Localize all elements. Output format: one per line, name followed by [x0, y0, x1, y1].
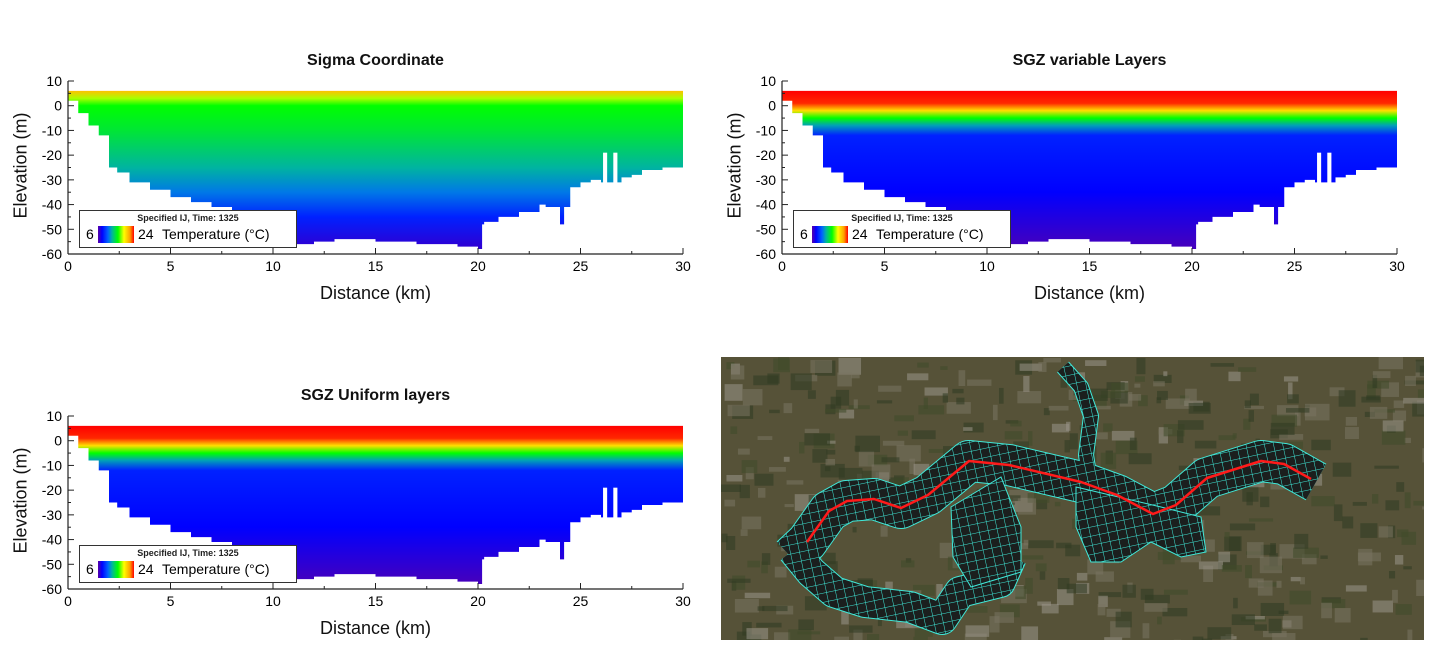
legend-quantity: Temperature (°C) — [162, 226, 270, 242]
x-tick-label: 20 — [470, 258, 486, 274]
temperature-field — [68, 425, 683, 585]
y-tick-label: -30 — [42, 172, 62, 188]
colorbar — [812, 226, 848, 243]
y-tick-label: 10 — [760, 73, 776, 89]
grid-cells — [781, 540, 1025, 634]
y-tick-label: 0 — [768, 98, 776, 114]
grid-cells — [1075, 486, 1207, 563]
x-tick-label: 5 — [881, 258, 889, 274]
y-tick-label: -50 — [42, 556, 62, 572]
plot-area: 0 5 10 15 20 25 30 10 0 -10 -20 -30 -40 -50 -60 — [756, 73, 1405, 274]
x-tick-label: 10 — [265, 258, 281, 274]
structure-gap — [1327, 152, 1332, 188]
legend-quantity: Temperature (°C) — [162, 561, 270, 577]
structure-gap — [613, 487, 618, 523]
y-tick-label: -10 — [756, 122, 776, 138]
y-tick-label: 10 — [46, 408, 62, 424]
x-tick-label: 20 — [1184, 258, 1200, 274]
legend-min: 6 — [800, 226, 808, 242]
y-tick-label: -60 — [42, 581, 62, 597]
plot-area: 0 5 10 15 20 25 30 10 0 -10 -20 -30 -40 -50 -60 — [42, 408, 691, 609]
grid-cells — [1057, 362, 1098, 489]
x-tick-label: 0 — [64, 593, 72, 609]
chart-sgz-variable-layers: 0 5 10 15 20 25 30 10 0 -10 -20 -30 -40 -50 -60 SGZ va… — [714, 40, 1414, 340]
y-tick-label: -40 — [42, 197, 62, 213]
structure-gap — [603, 152, 608, 188]
x-tick-label: 5 — [167, 258, 175, 274]
x-tick-label: 25 — [573, 593, 589, 609]
x-tick-label: 0 — [778, 258, 786, 274]
legend-max: 24 — [138, 561, 154, 577]
chart-title: SGZ variable Layers — [1012, 52, 1167, 69]
chart-sigma-coordinate: 0 5 10 15 20 25 30 10 0 -10 -20 -30 -40 -50 -60 Sigma … — [0, 40, 700, 340]
colorbar-legend: Specified IJ, Time: 1325 6 24 Temperatur… — [793, 210, 1011, 248]
y-tick-label: -30 — [756, 172, 776, 188]
y-tick-label: -40 — [756, 197, 776, 213]
y-tick-label: 0 — [54, 433, 62, 449]
y-axis-label: Elevation (m) — [10, 112, 31, 219]
x-tick-label: 30 — [675, 593, 691, 609]
temperature-field — [68, 90, 683, 250]
legend-min: 6 — [86, 561, 94, 577]
legend-min: 6 — [86, 226, 94, 242]
y-tick-label: -20 — [42, 147, 62, 163]
x-tick-label: 20 — [470, 593, 486, 609]
colorbar — [98, 226, 134, 243]
structure-gap — [1317, 152, 1322, 188]
structure-gap — [603, 487, 608, 523]
chart-title: Sigma Coordinate — [307, 52, 444, 69]
legend-title: Specified IJ, Time: 1325 — [851, 213, 953, 223]
y-tick-label: 10 — [46, 73, 62, 89]
temperature-field — [782, 90, 1397, 250]
legend-max: 24 — [852, 226, 868, 242]
y-tick-label: -60 — [42, 246, 62, 262]
x-tick-label: 25 — [573, 258, 589, 274]
x-tick-label: 15 — [368, 258, 384, 274]
y-axis-label: Elevation (m) — [724, 112, 745, 219]
y-tick-label: -30 — [42, 507, 62, 523]
y-tick-label: -20 — [42, 482, 62, 498]
legend-max: 24 — [138, 226, 154, 242]
x-axis-label: Distance (km) — [1033, 283, 1145, 303]
y-tick-label: 0 — [54, 98, 62, 114]
y-tick-label: -10 — [42, 122, 62, 138]
y-tick-label: -10 — [42, 457, 62, 473]
y-tick-label: -40 — [42, 532, 62, 548]
colorbar-legend: Specified IJ, Time: 1325 6 24 Temperatur… — [79, 545, 297, 583]
transect-line — [805, 459, 1312, 543]
x-axis-label: Distance (km) — [319, 283, 431, 303]
chart-title: SGZ Uniform layers — [300, 387, 451, 404]
x-tick-label: 10 — [979, 258, 995, 274]
colorbar-legend: Specified IJ, Time: 1325 6 24 Temperatur… — [79, 210, 297, 248]
x-tick-label: 15 — [368, 593, 384, 609]
x-tick-label: 5 — [167, 593, 175, 609]
satellite-map-with-model-grid — [721, 357, 1424, 640]
y-tick-label: -60 — [756, 246, 776, 262]
y-tick-label: -50 — [756, 221, 776, 237]
x-tick-label: 25 — [1287, 258, 1303, 274]
x-axis-label: Distance (km) — [319, 618, 431, 638]
plot-area: 0 5 10 15 20 25 30 10 0 -10 -20 -30 -40 -50 -60 — [42, 73, 691, 274]
legend-title: Specified IJ, Time: 1325 — [137, 548, 239, 558]
chart-sgz-uniform-layers: 0 5 10 15 20 25 30 10 0 -10 -20 -30 -40 -50 -60 SGZ Un… — [0, 375, 700, 670]
x-tick-label: 10 — [265, 593, 281, 609]
colorbar — [98, 561, 134, 578]
y-axis-label: Elevation (m) — [10, 447, 31, 554]
x-tick-label: 15 — [1082, 258, 1098, 274]
x-tick-label: 30 — [1389, 258, 1405, 274]
legend-quantity: Temperature (°C) — [876, 226, 984, 242]
x-tick-label: 30 — [675, 258, 691, 274]
legend-title: Specified IJ, Time: 1325 — [137, 213, 239, 223]
grid-cells — [950, 476, 1022, 588]
x-tick-label: 0 — [64, 258, 72, 274]
y-tick-label: -50 — [42, 221, 62, 237]
structure-gap — [613, 152, 618, 188]
y-tick-label: -20 — [756, 147, 776, 163]
